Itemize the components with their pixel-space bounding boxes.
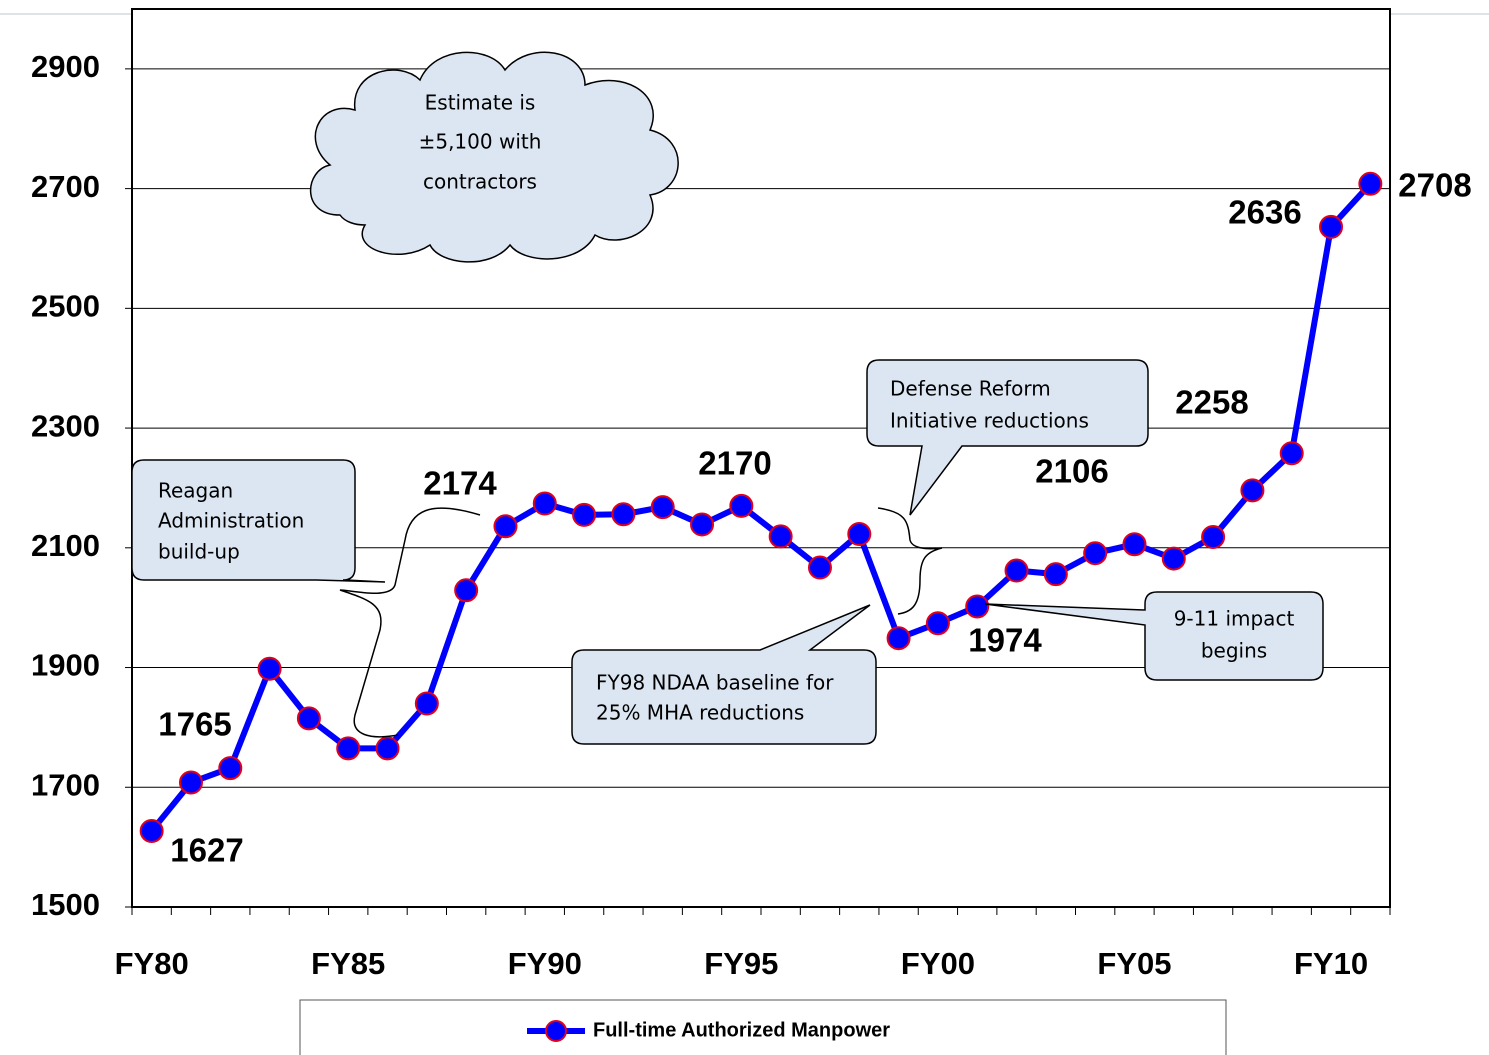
marker xyxy=(1358,171,1383,196)
callout-text: Defense Reform xyxy=(890,377,1051,401)
callout-text: 9-11 impact xyxy=(1174,607,1295,631)
marker xyxy=(729,493,754,518)
marker xyxy=(1122,532,1147,557)
callout-box xyxy=(131,459,386,583)
cloud-text: ±5,100 with xyxy=(419,130,542,154)
plot xyxy=(139,171,1383,843)
brace xyxy=(877,507,943,615)
callout-text: build-up xyxy=(158,540,240,564)
legend: Full-time Authorized Manpower xyxy=(527,1019,890,1042)
callout-box xyxy=(571,604,877,745)
marker xyxy=(414,691,439,716)
data-label: 2636 xyxy=(1228,194,1301,231)
marker xyxy=(847,522,872,547)
y-tick-label: 2100 xyxy=(31,528,100,563)
marker xyxy=(886,626,911,651)
marker xyxy=(1004,558,1029,583)
marker xyxy=(690,512,715,537)
marker xyxy=(572,502,597,527)
marker xyxy=(375,736,400,761)
marker xyxy=(650,495,675,520)
brace xyxy=(339,507,481,738)
y-tick-label: 2300 xyxy=(31,408,100,443)
callout-box xyxy=(866,359,1149,516)
callout-text: begins xyxy=(1201,639,1267,663)
marker xyxy=(139,818,164,843)
marker xyxy=(532,491,557,516)
marker xyxy=(336,736,361,761)
callout-text: FY98 NDAA baseline for xyxy=(596,671,834,695)
y-tick-label: 1900 xyxy=(31,648,100,683)
marker xyxy=(807,555,832,580)
legend-label: Full-time Authorized Manpower xyxy=(593,1019,890,1041)
marker xyxy=(1319,214,1344,239)
data-label: 1765 xyxy=(158,706,231,743)
y-tick-label: 2700 xyxy=(31,169,100,204)
callout-text: Administration xyxy=(158,509,304,533)
data-label: 2174 xyxy=(423,465,497,502)
marker xyxy=(1083,541,1108,566)
marker xyxy=(493,514,518,539)
callout-text: 25% MHA reductions xyxy=(596,701,804,725)
marker xyxy=(1279,441,1304,466)
x-tick-label: FY05 xyxy=(1097,946,1171,981)
y-tick-label: 1500 xyxy=(31,887,100,922)
callout-box xyxy=(984,591,1324,681)
marker xyxy=(768,524,793,549)
x-tick-label: FY80 xyxy=(115,946,189,981)
marker xyxy=(611,502,636,527)
legend-marker xyxy=(545,1020,567,1042)
marker xyxy=(296,706,321,731)
marker xyxy=(257,656,282,681)
data-label: 2170 xyxy=(698,445,771,482)
marker xyxy=(1201,525,1226,550)
callout-text: Initiative reductions xyxy=(890,409,1089,433)
marker xyxy=(1043,562,1068,587)
data-label: 1627 xyxy=(170,832,243,869)
legend-box xyxy=(299,999,1227,1055)
marker xyxy=(218,756,243,781)
y-tick-label: 2500 xyxy=(31,289,100,324)
cloud-text: Estimate is xyxy=(425,91,536,115)
data-label: 2258 xyxy=(1175,384,1248,421)
callout-text: Reagan xyxy=(158,479,233,503)
marker xyxy=(925,611,950,636)
x-tick-label: FY00 xyxy=(901,946,975,981)
data-label: 2106 xyxy=(1035,453,1108,490)
x-tick-label: FY85 xyxy=(311,946,385,981)
cloud-text: contractors xyxy=(423,170,537,194)
marker xyxy=(454,578,479,603)
marker xyxy=(178,770,203,795)
x-tick-label: FY10 xyxy=(1294,946,1368,981)
cloud xyxy=(309,51,679,263)
marker xyxy=(965,594,990,619)
data-label: 2708 xyxy=(1398,167,1471,204)
data-label: 1974 xyxy=(968,622,1042,659)
x-tick-label: FY90 xyxy=(508,946,582,981)
marker xyxy=(1240,478,1265,503)
x-tick-label: FY95 xyxy=(704,946,778,981)
marker xyxy=(1161,546,1186,571)
y-tick-label: 2900 xyxy=(31,49,100,84)
y-tick-label: 1700 xyxy=(31,767,100,802)
